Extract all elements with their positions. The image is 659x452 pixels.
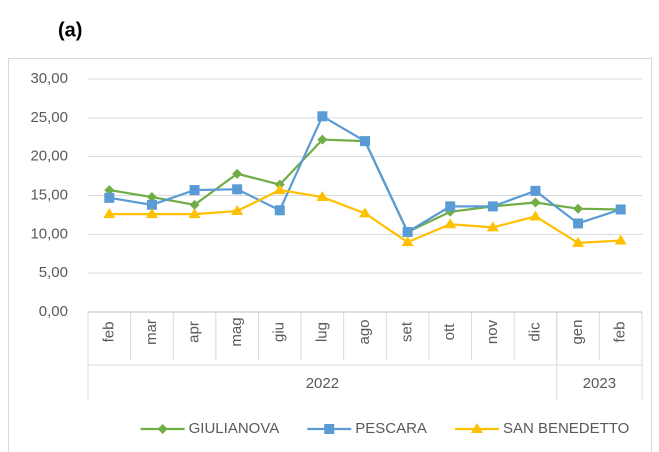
x-tick-label: giu (271, 322, 288, 342)
marker (232, 184, 243, 195)
marker (316, 191, 329, 202)
marker (157, 424, 168, 434)
x-tick-label: apr (186, 321, 203, 343)
marker (615, 204, 626, 215)
x-tick-label: mag (228, 317, 245, 346)
marker (317, 111, 328, 122)
marker (104, 185, 115, 196)
marker (317, 134, 328, 145)
marker (401, 236, 414, 247)
marker (402, 227, 413, 238)
marker (103, 208, 116, 219)
marker (529, 210, 542, 221)
legend-label: PESCARA (355, 420, 427, 437)
marker (487, 201, 498, 212)
marker (146, 192, 157, 203)
x-tick-label: ott (441, 323, 458, 341)
x-tick-label: feb (612, 322, 629, 343)
marker (274, 205, 285, 216)
marker (104, 192, 115, 203)
y-tick-label: 30,00 (30, 70, 68, 87)
marker (444, 218, 457, 229)
y-tick-label: 20,00 (30, 148, 68, 165)
marker (324, 424, 335, 434)
marker (470, 423, 483, 433)
x-tick-label: lug (313, 322, 330, 342)
marker (189, 185, 200, 196)
legend-label: SAN BENEDETTO (503, 420, 629, 437)
chart-border (8, 58, 652, 452)
marker (188, 208, 201, 219)
marker (189, 199, 200, 210)
group-label: 2023 (583, 375, 616, 392)
x-tick-label: nov (484, 319, 501, 344)
x-tick-label: mar (143, 319, 160, 345)
marker (445, 201, 456, 212)
y-tick-label: 5,00 (39, 264, 68, 281)
panel-label: (a) (58, 19, 82, 41)
y-tick-label: 0,00 (39, 303, 68, 320)
x-tick-label: set (399, 321, 416, 342)
marker (614, 234, 627, 245)
marker (232, 168, 243, 179)
x-tick-label: ago (356, 319, 373, 344)
y-tick-label: 15,00 (30, 186, 68, 203)
marker (530, 197, 541, 208)
x-tick-label: dic (526, 322, 543, 342)
marker (573, 218, 584, 229)
marker (146, 199, 157, 210)
marker (530, 185, 541, 196)
marker (231, 205, 244, 216)
marker (572, 236, 585, 247)
group-label: 2022 (306, 375, 339, 392)
marker (359, 207, 371, 218)
marker (360, 136, 370, 147)
marker (486, 221, 499, 232)
legend-label: GIULIANOVA (189, 420, 280, 437)
y-tick-label: 25,00 (30, 109, 68, 126)
marker (145, 208, 158, 219)
marker (273, 184, 286, 195)
x-tick-label: gen (569, 319, 586, 344)
marker (573, 203, 584, 214)
x-tick-label: feb (100, 322, 117, 343)
y-tick-label: 10,00 (30, 225, 68, 242)
